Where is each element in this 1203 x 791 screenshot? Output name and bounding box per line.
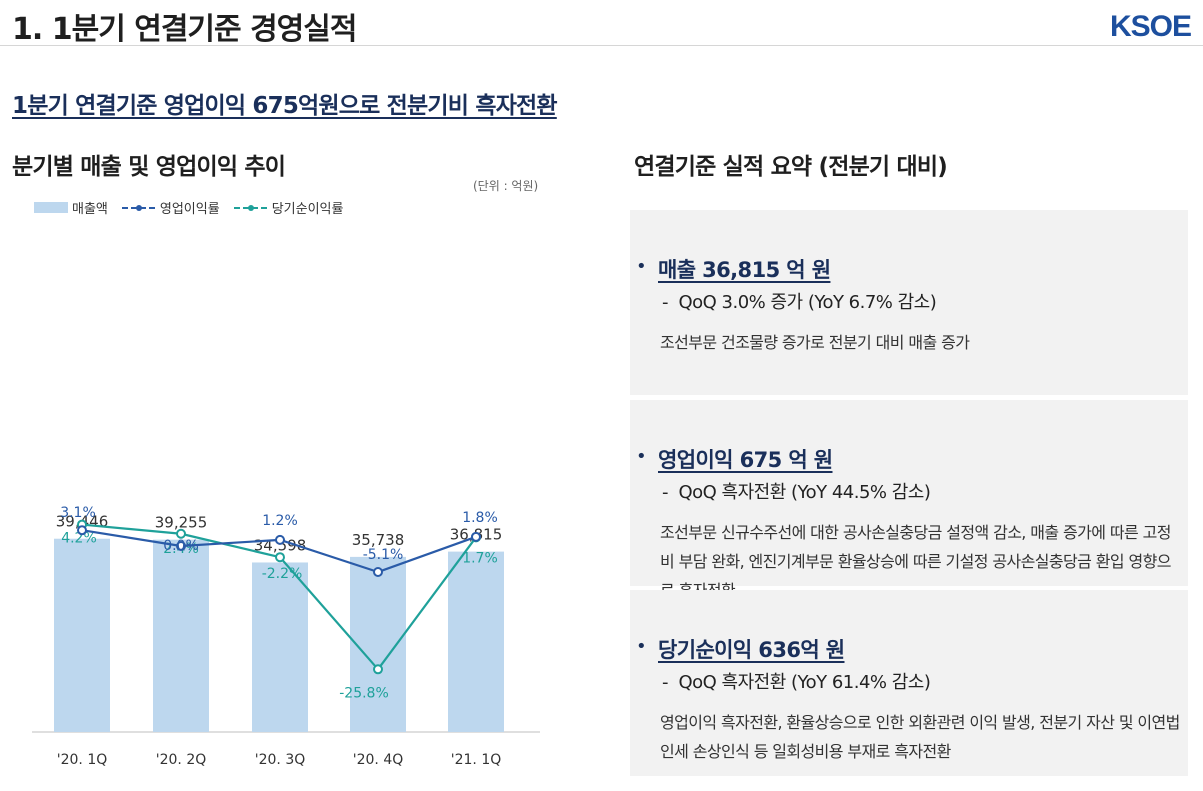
summary-section-title: 연결기준 실적 요약 (전분기 대비) bbox=[634, 154, 948, 180]
card-body: 조선부문 건조물량 증가로 전분기 대비 매출 증가 bbox=[660, 333, 970, 352]
point-op-margin bbox=[176, 541, 186, 551]
card-body: 조선부문 신규수주선에 대한 공사손실충당금 설정액 감소, 매출 증가에 따른… bbox=[660, 523, 1171, 600]
point-net-margin bbox=[275, 552, 285, 563]
point-label-op-margin: 1.2% bbox=[262, 513, 298, 529]
ksoe-logo: KSOE bbox=[1109, 10, 1192, 43]
summary-card-net-income: • 당기순이익 636억 원 - QoQ 흑자전환 (YoY 61.4% 감소)… bbox=[630, 590, 1188, 776]
card-subtitle-text: QoQ 흑자전환 (YoY 61.4% 감소) bbox=[678, 672, 931, 693]
legend-swatch-line bbox=[233, 204, 268, 211]
card-subtitle-text: QoQ 흑자전환 (YoY 44.5% 감소) bbox=[678, 482, 931, 503]
bar-value-label: 39,255 bbox=[155, 514, 208, 532]
bullet-icon: • bbox=[636, 256, 647, 277]
legend-swatch-line bbox=[121, 204, 156, 211]
bullet-icon: • bbox=[636, 446, 647, 467]
summary-card-revenue: • 매출 36,815 억 원 - QoQ 3.0% 증가 (YoY 6.7% … bbox=[630, 210, 1188, 395]
card-title: 영업이익 675 억 원 bbox=[658, 448, 833, 472]
legend-label: 영업이익률 bbox=[159, 202, 220, 217]
bar-revenue bbox=[448, 551, 504, 732]
card-title: 매출 36,815 억 원 bbox=[658, 258, 831, 282]
point-label-op-margin: 0.0% bbox=[163, 538, 199, 554]
headline: 1분기 연결기준 영업이익 675억원으로 전분기비 흑자전환 bbox=[12, 93, 558, 119]
point-net-margin bbox=[373, 664, 383, 675]
x-tick-label: '21. 1Q bbox=[451, 752, 502, 768]
point-op-margin bbox=[275, 534, 285, 545]
unit-note: (단위 : 억원) bbox=[473, 179, 539, 193]
point-label-net-margin: -2.2% bbox=[262, 566, 303, 582]
page-title: 1. 1분기 연결기준 경영실적 bbox=[12, 12, 357, 47]
legend-swatch-bar bbox=[34, 202, 68, 213]
card-subtitle: - QoQ 흑자전환 (YoY 44.5% 감소) bbox=[662, 482, 931, 503]
bar-revenue bbox=[252, 562, 308, 732]
chart-legend: 매출액 영업이익률 당기순이익률 bbox=[34, 198, 343, 217]
point-label-op-margin: 1.8% bbox=[462, 510, 498, 526]
bar-revenue bbox=[54, 538, 110, 732]
point-label-op-margin: -5.1% bbox=[363, 547, 404, 563]
point-label-net-margin: 1.7% bbox=[462, 550, 498, 566]
bar-value-label: 35,738 bbox=[352, 531, 405, 549]
card-subtitle-text: QoQ 3.0% 증가 (YoY 6.7% 감소) bbox=[678, 292, 937, 313]
point-label-net-margin: 4.2% bbox=[61, 531, 97, 547]
x-tick-label: '20. 4Q bbox=[353, 752, 404, 768]
point-label-net-margin: -25.8% bbox=[339, 685, 389, 701]
summary-card-operating-profit: • 영업이익 675 억 원 - QoQ 흑자전환 (YoY 44.5% 감소)… bbox=[630, 400, 1188, 600]
card-body: 영업이익 흑자전환, 환율상승으로 인한 외환관련 이익 발생, 전분기 자산 … bbox=[660, 713, 1180, 761]
point-label-op-margin: 3.1% bbox=[60, 505, 96, 521]
legend-item-revenue: 매출액 bbox=[34, 198, 108, 217]
x-tick-label: '20. 1Q bbox=[57, 752, 108, 768]
point-op-margin bbox=[77, 525, 87, 536]
chart-section-title: 분기별 매출 및 영업이익 추이 bbox=[12, 154, 286, 180]
point-op-margin bbox=[373, 567, 383, 578]
point-op-margin bbox=[471, 531, 481, 542]
card-subtitle: - QoQ 3.0% 증가 (YoY 6.7% 감소) bbox=[662, 292, 937, 313]
legend-label: 당기순이익률 bbox=[271, 202, 344, 217]
legend-label: 매출액 bbox=[72, 202, 108, 217]
bar-revenue bbox=[153, 539, 209, 732]
point-net-margin bbox=[176, 528, 186, 539]
legend-item-op-margin: 영업이익률 bbox=[121, 198, 220, 217]
legend-item-net-margin: 당기순이익률 bbox=[233, 198, 344, 217]
x-tick-label: '20. 2Q bbox=[156, 752, 207, 768]
x-tick-label: '20. 3Q bbox=[255, 752, 306, 768]
card-subtitle: - QoQ 흑자전환 (YoY 61.4% 감소) bbox=[662, 672, 931, 693]
card-title: 당기순이익 636억 원 bbox=[658, 638, 845, 662]
bullet-icon: • bbox=[636, 636, 647, 657]
title-divider bbox=[0, 45, 1203, 46]
